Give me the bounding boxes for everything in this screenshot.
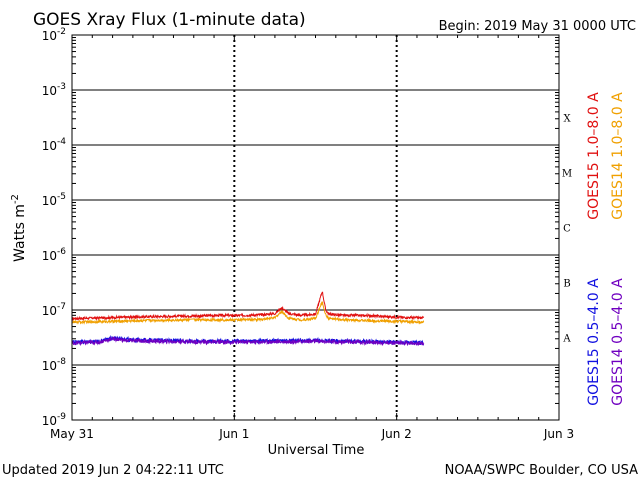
legend-entry-2: GOES15 0.5–4.0 A xyxy=(586,278,602,406)
legend: GOES15 1.0–8.0 A GOES14 1.0–8.0 A GOES15 0… xyxy=(586,92,626,406)
y-axis-label: Watts m-2 xyxy=(10,194,28,262)
plot-frame xyxy=(71,34,560,421)
x-tick-label-0: May 31 xyxy=(50,427,94,441)
y-axis-label-exponent: -2 xyxy=(10,194,21,204)
flare-class-x: X xyxy=(563,114,571,125)
y-tick-exponent: -8 xyxy=(57,357,66,367)
legend-entry-1: GOES14 1.0–8.0 A xyxy=(610,92,626,220)
y-tick-labels: 10-210-310-410-510-610-710-810-9 xyxy=(42,27,67,428)
flare-class-a: A xyxy=(562,334,571,345)
y-tick-base: 10 xyxy=(42,249,57,263)
y-tick-exponent: -6 xyxy=(57,247,66,257)
y-tick-label-6: 10-8 xyxy=(42,357,67,373)
y-tick-label-0: 10-2 xyxy=(42,27,66,43)
y-tick-exponent: -7 xyxy=(57,302,66,312)
y-tick-base: 10 xyxy=(42,84,57,98)
y-tick-label-4: 10-6 xyxy=(42,247,67,263)
y-tick-exponent: -2 xyxy=(57,27,66,37)
grid-lines xyxy=(72,35,559,420)
series-lines xyxy=(71,291,425,347)
y-tick-base: 10 xyxy=(42,194,57,208)
flare-class-c: C xyxy=(563,224,571,235)
data-credit: NOAA/SWPC Boulder, CO USA xyxy=(445,463,638,478)
x-axis-label: Universal Time xyxy=(268,443,365,458)
y-tick-base: 10 xyxy=(42,304,57,318)
y-tick-label-2: 10-4 xyxy=(42,137,67,153)
y-tick-base: 10 xyxy=(42,359,57,373)
series-line-0 xyxy=(71,291,425,322)
y-tick-base: 10 xyxy=(42,139,57,153)
y-tick-base: 10 xyxy=(42,29,57,43)
flare-class-labels: X M C B A xyxy=(562,114,572,345)
y-tick-label-1: 10-3 xyxy=(42,82,66,98)
legend-entry-0: GOES15 1.0–8.0 A xyxy=(586,92,602,220)
begin-label: Begin: 2019 May 31 0000 UTC xyxy=(439,19,636,34)
series-line-1 xyxy=(71,301,425,325)
x-tick-label-3: Jun 3 xyxy=(543,427,574,441)
flare-class-b: B xyxy=(563,279,570,290)
y-tick-exponent: -9 xyxy=(57,412,66,422)
series-line-3 xyxy=(71,336,425,347)
chart-title: GOES Xray Flux (1-minute data) xyxy=(33,10,306,30)
y-axis-label-text: Watts m xyxy=(12,204,28,262)
legend-entry-3: GOES14 0.5–4.0 A xyxy=(610,278,626,406)
x-tick-label-1: Jun 1 xyxy=(218,427,249,441)
flare-class-m: M xyxy=(562,169,572,180)
x-tick-label-2: Jun 2 xyxy=(381,427,412,441)
x-tick-labels: May 31 Jun 1 Jun 2 Jun 3 xyxy=(50,427,574,441)
y-tick-label-3: 10-5 xyxy=(42,192,66,208)
y-tick-exponent: -5 xyxy=(57,192,66,202)
y-tick-exponent: -3 xyxy=(57,82,66,92)
y-tick-exponent: -4 xyxy=(57,137,66,147)
y-tick-base: 10 xyxy=(42,414,57,428)
y-tick-label-7: 10-9 xyxy=(42,412,67,428)
y-tick-label-5: 10-7 xyxy=(42,302,66,318)
updated-timestamp: Updated 2019 Jun 2 04:22:11 UTC xyxy=(2,463,224,478)
